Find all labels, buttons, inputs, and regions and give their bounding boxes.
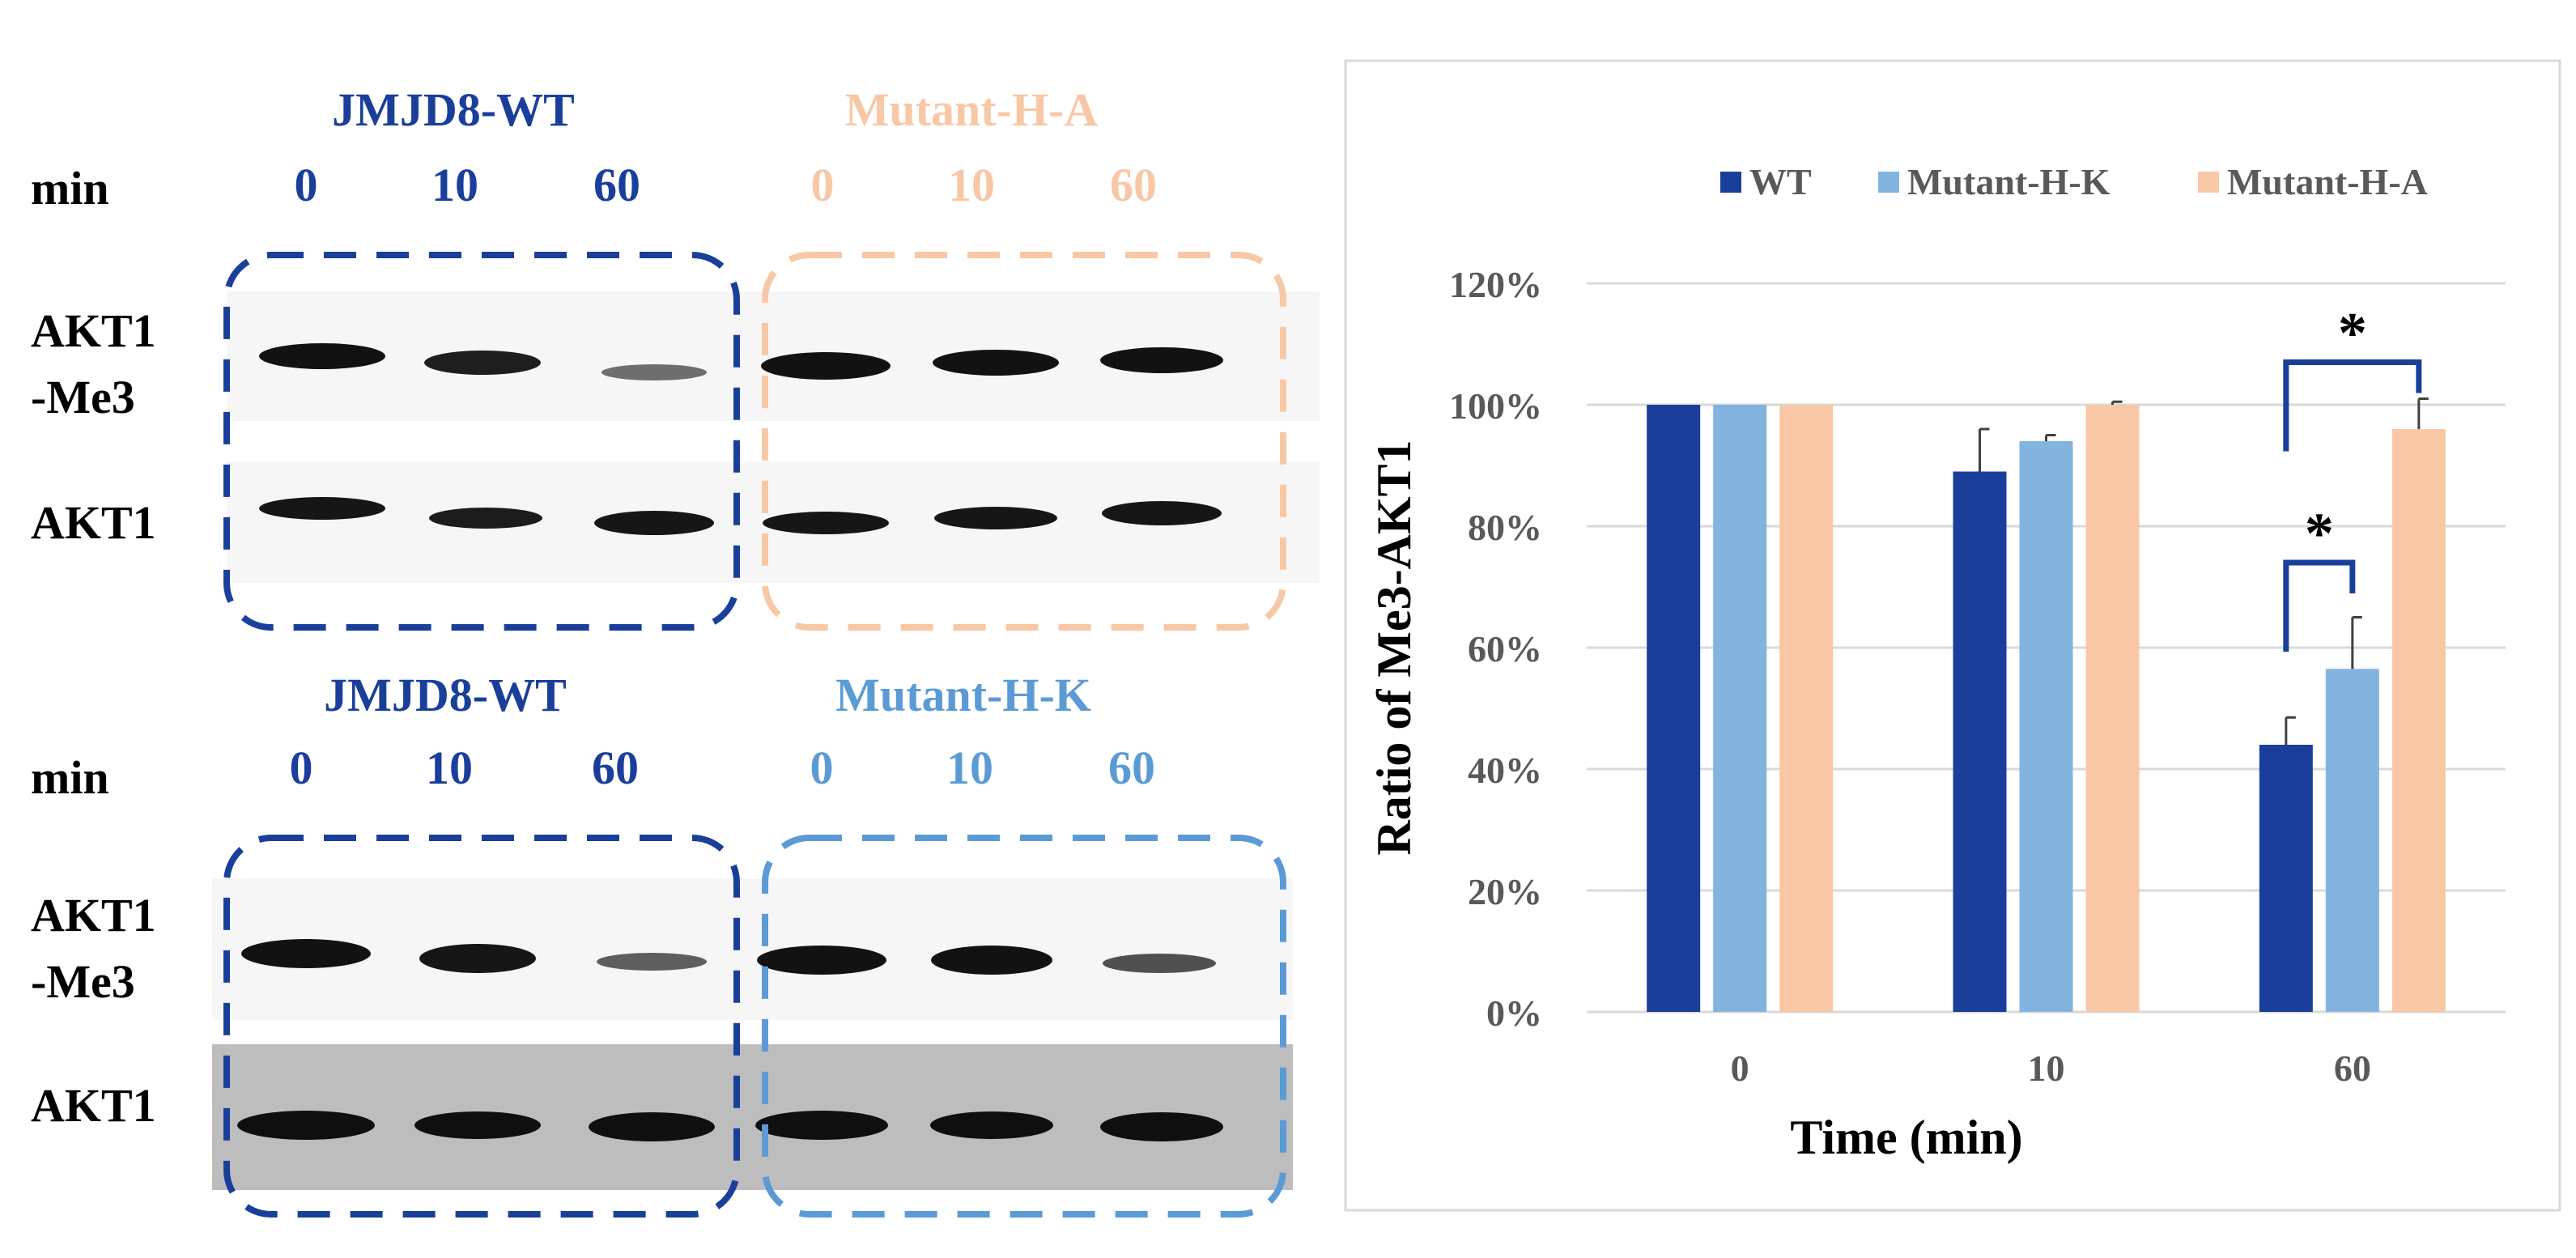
top-mut-time-10: 10 xyxy=(948,159,995,211)
top-time-10: 10 xyxy=(431,159,478,211)
top-me3-band-wt-0 xyxy=(259,343,385,369)
bottom-me3-band-wt-0 xyxy=(241,939,371,968)
top-akt1-band-wt-10 xyxy=(429,508,542,529)
x-axis-label: Time (min) xyxy=(1790,1111,2022,1164)
top-time-0: 0 xyxy=(295,159,318,211)
bottom-akt1-band-wt-10 xyxy=(414,1111,541,1139)
top-row1-label-line1: AKT1 xyxy=(31,304,156,357)
top-row2-label: AKT1 xyxy=(31,496,156,549)
chart-legend: WT Mutant-H-K Mutant-H-A xyxy=(1720,161,2428,202)
bottom-akt1-band-hk-0 xyxy=(755,1111,888,1140)
x-tick-label-2: 60 xyxy=(2334,1048,2371,1089)
top-wt-dashed-box xyxy=(223,252,740,631)
chart-annotations: ** xyxy=(2283,301,2422,652)
top-me3-band-ha-0 xyxy=(761,352,891,380)
top-akt1-band-wt-0 xyxy=(259,497,385,520)
bottom-me3-band-wt-60 xyxy=(597,953,707,971)
bottom-row2-label: AKT1 xyxy=(31,1079,156,1132)
bottom-time-60: 60 xyxy=(592,742,639,794)
top-group2-label: Mutant-H-A xyxy=(845,83,1099,136)
legend-swatch-1 xyxy=(1878,172,1899,193)
top-akt1-band-ha-10 xyxy=(934,507,1057,529)
top-akt1-band-ha-0 xyxy=(763,512,889,534)
significance-bracket-0 xyxy=(2283,559,2356,652)
chart-error-bars xyxy=(1979,397,2429,745)
top-me3-band-ha-60 xyxy=(1100,347,1223,373)
y-tick-label-3: 60% xyxy=(1468,628,1542,669)
top-mut-time-0: 0 xyxy=(811,159,835,211)
bottom-me3-band-hk-0 xyxy=(757,946,886,975)
x-tick-label-0: 0 xyxy=(1731,1048,1749,1089)
x-tick-label-1: 10 xyxy=(2028,1048,2065,1089)
bar-1-0 xyxy=(1713,405,1767,1012)
legend-label-1: Mutant-H-K xyxy=(1907,161,2111,202)
bottom-me3-band-hk-10 xyxy=(931,946,1052,975)
significance-star-0: * xyxy=(2305,501,2334,566)
legend-label-0: WT xyxy=(1749,161,1812,202)
top-akt1-band-ha-60 xyxy=(1102,501,1222,525)
bottom-me3-blot-bg xyxy=(212,878,1293,1020)
bottom-mut-time-60: 60 xyxy=(1108,742,1155,794)
top-me3-band-wt-60 xyxy=(601,364,707,380)
bar-chart: 0%20%40%60%80%100%120%0 10 60 ** WT Mutant-… xyxy=(1344,59,2561,1212)
y-tick-label-1: 20% xyxy=(1468,871,1542,912)
bottom-row1-label-line1: AKT1 xyxy=(31,889,156,941)
bottom-hk-dashed-box xyxy=(762,835,1286,1218)
y-axis-label: Ratio of Me3-AKT1 xyxy=(1367,440,1421,855)
significance-star-1: * xyxy=(2338,301,2367,366)
top-blot-panel: JMJD8-WT Mutant-H-A min 0 10 60 0 10 60 … xyxy=(31,83,1320,631)
top-akt1-band-wt-60 xyxy=(594,511,714,535)
bar-1-1 xyxy=(2019,441,2073,1012)
bottom-wt-dashed-box xyxy=(223,835,740,1218)
bottom-akt1-blot-bg xyxy=(212,1044,1293,1190)
bar-2-2 xyxy=(2391,429,2446,1012)
top-me3-band-ha-10 xyxy=(933,350,1059,376)
top-group1-label: JMJD8-WT xyxy=(332,83,575,136)
bar-0-2 xyxy=(2259,745,2313,1012)
top-mut-time-60: 60 xyxy=(1110,159,1157,211)
bar-2-0 xyxy=(1779,405,1834,1012)
legend-swatch-2 xyxy=(2198,172,2219,193)
bottom-akt1-band-wt-0 xyxy=(237,1111,375,1140)
y-tick-label-0: 0% xyxy=(1486,992,1542,1034)
y-tick-label-6: 120% xyxy=(1449,264,1542,305)
top-min-label: min xyxy=(31,162,109,215)
bottom-blot-panel: JMJD8-WT Mutant-H-K min 0 10 60 0 10 60 … xyxy=(31,669,1293,1218)
bottom-mut-time-10: 10 xyxy=(946,742,993,794)
legend-label-2: Mutant-H-A xyxy=(2227,161,2428,202)
bottom-me3-band-hk-60 xyxy=(1103,954,1216,973)
significance-bracket-1 xyxy=(2283,359,2422,452)
top-row1-label-line2: -Me3 xyxy=(31,371,135,423)
y-tick-label-2: 40% xyxy=(1468,750,1542,791)
bottom-row1-label-line2: -Me3 xyxy=(31,955,135,1008)
bar-0-1 xyxy=(1953,471,2007,1012)
chart-frame xyxy=(1344,59,2561,1212)
legend-swatch-0 xyxy=(1720,172,1741,193)
bar-2-1 xyxy=(2085,405,2140,1012)
bottom-akt1-band-hk-60 xyxy=(1100,1112,1223,1141)
bottom-time-10: 10 xyxy=(426,742,473,794)
bottom-akt1-band-hk-10 xyxy=(930,1111,1053,1139)
bottom-group1-label: JMJD8-WT xyxy=(324,669,567,721)
chart-bars xyxy=(1647,405,2446,1012)
y-tick-label-5: 100% xyxy=(1449,385,1542,427)
top-ha-dashed-box xyxy=(762,252,1286,631)
top-me3-band-wt-10 xyxy=(424,351,541,375)
bottom-akt1-band-wt-60 xyxy=(589,1112,715,1141)
bottom-me3-band-wt-10 xyxy=(419,944,536,973)
top-time-60: 60 xyxy=(593,159,640,211)
bar-0-0 xyxy=(1647,405,1701,1012)
y-tick-label-4: 80% xyxy=(1468,507,1542,548)
bottom-min-label: min xyxy=(31,751,109,804)
bottom-mut-time-0: 0 xyxy=(810,742,834,794)
bar-1-2 xyxy=(2325,669,2379,1012)
bottom-group2-label: Mutant-H-K xyxy=(835,669,1091,721)
chart-tick-labels: 0% 20% 40% 60% 80% 100% 120% 0 10 60 xyxy=(1449,264,2371,1089)
bottom-time-0: 0 xyxy=(290,742,313,794)
